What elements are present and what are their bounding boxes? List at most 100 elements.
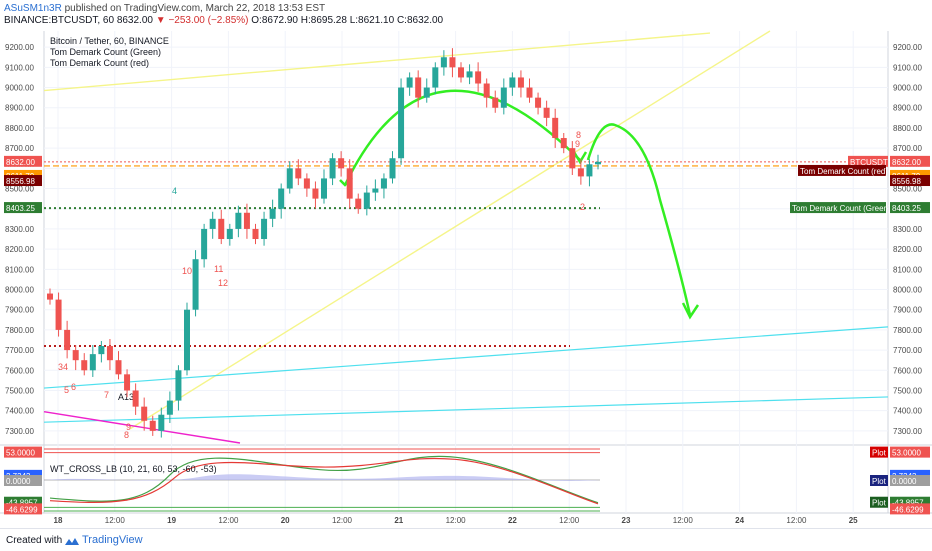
candle-body (509, 77, 516, 88)
price-tick-left: 8000.00 (5, 286, 34, 295)
candle-body (346, 168, 353, 199)
right-red-count-tag: Tom Demark Count (red) (800, 167, 888, 176)
candle-body (64, 329, 71, 351)
change-value: −253.00 (−2.85%) (168, 15, 249, 26)
candle-body (303, 178, 310, 189)
price-tick-right: 8200.00 (893, 245, 922, 254)
time-tick: 24 (735, 516, 744, 525)
osc-histogram (44, 474, 600, 481)
oscillator-title[interactable]: WT_CROSS_LB (10, 21, 60, 53, -60, -53) (50, 464, 217, 474)
price-tick-right: 7900.00 (893, 306, 922, 315)
forecast-drop (586, 123, 692, 316)
td-count-number: 7 (104, 390, 109, 400)
right-dark-level-bg (890, 175, 930, 187)
right-green-count-tag: Tom Demark Count (Green) (792, 204, 891, 213)
change-text: ▼ −253.00 (−2.85%) (155, 15, 249, 26)
time-tick: 25 (849, 516, 858, 525)
td-count-number: 11 (214, 264, 223, 274)
price-tick-right: 8800.00 (893, 124, 922, 133)
price-tick-left: 8900.00 (5, 104, 34, 113)
candle-body (492, 97, 499, 108)
candle-body (286, 168, 293, 189)
tradingview-logo-icon (65, 538, 79, 545)
candle-body (72, 350, 79, 361)
candle-body (226, 228, 233, 240)
time-tick: 12:00 (218, 516, 239, 525)
price-tick-right: 7600.00 (893, 366, 922, 375)
trendline-upper (43, 32, 711, 92)
candle-body (569, 148, 576, 169)
right-green-level: 8403.25 (892, 204, 921, 213)
price-tick-left: 8700.00 (5, 144, 34, 153)
legend-ind1[interactable]: Tom Demark Count (Green) (50, 47, 161, 57)
osc-right-plot2: Plot (872, 477, 887, 486)
price-pane[interactable] (44, 31, 888, 443)
ohlc-text: O:8672.90 H:8695.28 L:8621.10 C:8632.00 (251, 15, 444, 26)
price-tick-right: 8900.00 (893, 104, 922, 113)
price-tick-left: 7700.00 (5, 346, 34, 355)
td-count-number: 9 (126, 422, 131, 432)
price-tick-left: 8200.00 (5, 245, 34, 254)
osc-left-43-bg (4, 496, 42, 508)
td-count-number: 12 (218, 278, 228, 288)
right-dark-level: 8556.98 (892, 177, 921, 186)
candle-body (218, 218, 225, 240)
right-last-price-bg (890, 155, 930, 167)
time-tick: 19 (167, 516, 176, 525)
candle-body (560, 138, 567, 149)
osc-right-0: 0.0000 (892, 477, 917, 486)
price-chart[interactable]: 9200.00 9200.00 9100.00 9100.00 9000.00 9000.… (0, 0, 932, 528)
candle-body (252, 228, 259, 240)
candle-body (312, 188, 319, 199)
legend-title: Bitcoin / Tether, 60, BINANCE (50, 36, 169, 46)
right-red-count-tag-bg (798, 164, 886, 176)
left-green-level: 8403.25 (6, 204, 35, 213)
candle-body (543, 107, 550, 118)
candle-body (269, 208, 276, 219)
osc-left-53: 53.0000 (6, 449, 35, 458)
candle-body (132, 390, 139, 407)
candle-body (175, 370, 182, 401)
candle-body (321, 178, 327, 199)
price-tick-left: 7800.00 (5, 326, 34, 335)
symbol-text: BINANCE:BTCUSDT, 60 (4, 15, 115, 26)
candle-body (98, 346, 105, 355)
price-tick-left: 7900.00 (5, 306, 34, 315)
price-tick-left: 8300.00 (5, 225, 34, 234)
time-tick: 12:00 (446, 516, 467, 525)
tradingview-brand[interactable]: TradingView (82, 534, 143, 546)
legend-ind2[interactable]: Tom Demark Count (red) (50, 58, 149, 68)
right-last-price: 8632.00 (892, 158, 921, 167)
time-tick: 20 (281, 516, 290, 525)
candle-body (552, 117, 559, 139)
candle-body (500, 87, 507, 108)
candle-body (141, 406, 148, 421)
channel-lower (43, 396, 889, 423)
td-count-number: 9 (575, 139, 580, 149)
td-count-number: A13 (118, 392, 134, 402)
time-tick: 12:00 (332, 516, 353, 525)
candle-body (355, 198, 362, 209)
candle-body (458, 67, 464, 78)
osc-right-plot3: Plot (872, 499, 887, 508)
candle-body (389, 158, 396, 179)
td-count-number: 10 (182, 266, 192, 276)
author-link[interactable]: ASuSM1n3R (4, 3, 62, 14)
td-count-number: 8 (124, 430, 129, 440)
price-tick-left: 7500.00 (5, 386, 34, 395)
candle-body (166, 400, 173, 415)
candle-body (47, 293, 53, 300)
forecast-arc (343, 89, 581, 186)
symbol-line: BINANCE:BTCUSDT, 60 8632.00 ▼ −253.00 (−… (4, 15, 443, 26)
candle-body (577, 168, 584, 177)
candle-body (243, 212, 250, 229)
osc-left-46: -46.6299 (6, 505, 38, 514)
osc-right-0-bg (890, 475, 930, 486)
osc-left-43: -43.8957 (6, 499, 38, 508)
candle-body (209, 218, 216, 229)
osc-right-46-bg (890, 503, 930, 515)
osc-right-43-bg (890, 496, 930, 508)
candle-body (423, 87, 430, 98)
osc-right-plot1: Plot (872, 449, 887, 458)
